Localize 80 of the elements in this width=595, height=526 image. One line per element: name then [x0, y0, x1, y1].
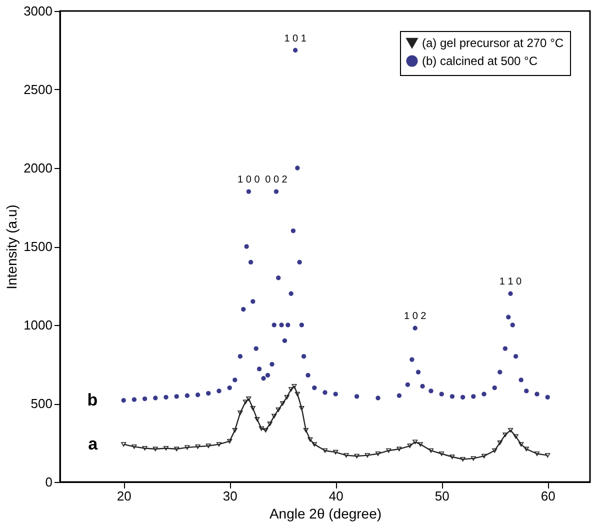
y-tick-label: 1500: [24, 239, 52, 254]
annotation: 1 0 2: [404, 311, 427, 322]
y-axis-title: Intensity (a.u): [4, 204, 20, 290]
point: [288, 387, 294, 392]
point: [206, 444, 211, 448]
annotation: 1 0 1: [284, 33, 307, 44]
point: [470, 456, 476, 461]
point: [497, 440, 502, 445]
point: [254, 416, 260, 422]
point: [294, 392, 300, 396]
annotation: 1 0 0: [238, 174, 260, 186]
point: [364, 453, 370, 458]
point: [267, 422, 272, 426]
point: [534, 452, 540, 456]
point: [258, 426, 264, 431]
x-axis-title: Angle 2θ (degree): [269, 506, 382, 522]
point: [375, 452, 381, 456]
point: [513, 434, 518, 439]
y-tick-label: 3000: [24, 4, 52, 18]
point: [407, 444, 412, 448]
point: [308, 437, 313, 442]
point: [184, 445, 190, 450]
point: [238, 410, 243, 416]
point: [492, 448, 498, 453]
x-tick-label: 60: [540, 488, 556, 504]
point: [227, 438, 232, 444]
point: [508, 428, 514, 432]
point: [518, 442, 524, 447]
point: [303, 428, 308, 432]
point: [163, 446, 169, 450]
point: [524, 446, 529, 452]
point: [354, 454, 360, 458]
legend-label: (a) gel precursor at 270 °C: [422, 36, 564, 50]
point: [142, 446, 148, 450]
point: [152, 446, 158, 452]
point: [299, 406, 304, 410]
point: [242, 400, 248, 404]
point: [312, 442, 317, 447]
point: [428, 448, 434, 453]
point: [502, 432, 508, 438]
point: [418, 442, 423, 447]
x-tick-label: 50: [434, 488, 450, 504]
point: [250, 406, 256, 410]
point: [396, 446, 402, 452]
x-tick-label: 30: [222, 488, 238, 504]
point: [292, 384, 297, 388]
x-tick-label: 40: [328, 488, 344, 504]
point: [333, 450, 338, 454]
point: [412, 440, 418, 444]
annotation: 0 0 2: [265, 174, 288, 186]
point: [263, 428, 268, 432]
point: [280, 401, 286, 406]
point: [246, 396, 252, 402]
point: [344, 453, 349, 458]
annotation: b: [87, 390, 98, 410]
point: [439, 452, 444, 456]
point: [322, 448, 328, 453]
point: [132, 444, 137, 449]
point: [195, 444, 200, 449]
y-tick-label: 2000: [24, 160, 52, 176]
point: [450, 454, 455, 460]
legend-label: (b) calcined at 500 °C: [422, 54, 538, 68]
point: [121, 442, 126, 447]
point: [272, 414, 277, 418]
y-tick-label: 2500: [24, 82, 52, 97]
annotation: a: [88, 434, 98, 454]
point: [216, 442, 222, 447]
point: [232, 428, 238, 432]
point: [284, 394, 290, 400]
point: [481, 454, 487, 458]
x-tick-label: 20: [116, 488, 132, 504]
point: [460, 457, 466, 462]
point: [276, 408, 281, 412]
point: [174, 446, 180, 452]
annotation: 1 1 0: [499, 276, 522, 288]
y-tick-label: 500: [30, 396, 52, 411]
y-tick-label: 1000: [24, 318, 52, 332]
point: [386, 448, 392, 453]
y-tick-label: 0: [45, 474, 52, 490]
point: [545, 453, 550, 458]
